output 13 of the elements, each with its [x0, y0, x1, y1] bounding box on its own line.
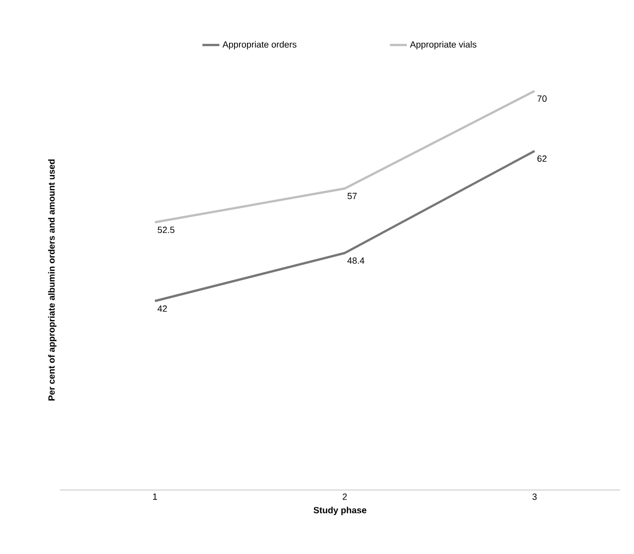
- x-axis-title: Study phase: [314, 506, 366, 516]
- legend-label: Appropriate vials: [410, 41, 476, 50]
- x-tick-label: 2: [342, 494, 347, 500]
- data-label: 70: [537, 95, 547, 102]
- data-label: 57: [348, 192, 357, 200]
- y-axis-title: Per cent of appropriate albumin orders and amount used: [48, 160, 56, 400]
- data-label: 62: [537, 155, 547, 162]
- data-label: 48.4: [347, 257, 364, 264]
- data-label: 52.5: [158, 226, 174, 234]
- x-tick-label: 3: [532, 494, 537, 500]
- legend-label: Appropriate orders: [222, 41, 296, 50]
- x-tick-label: 1: [153, 494, 157, 500]
- data-label: 42: [158, 305, 167, 312]
